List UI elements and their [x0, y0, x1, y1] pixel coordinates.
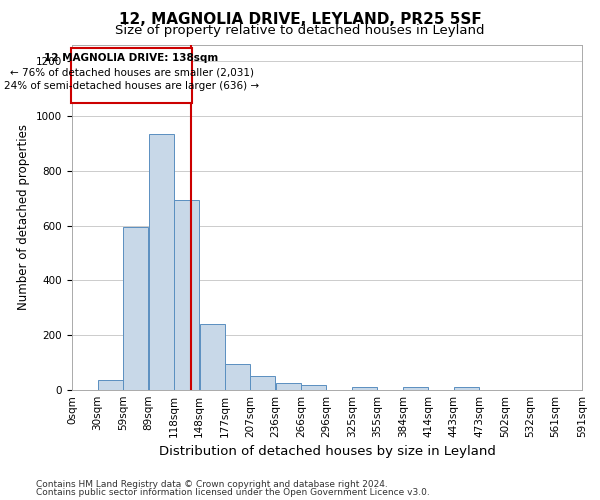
Text: 12, MAGNOLIA DRIVE, LEYLAND, PR25 5SF: 12, MAGNOLIA DRIVE, LEYLAND, PR25 5SF [119, 12, 481, 28]
Y-axis label: Number of detached properties: Number of detached properties [17, 124, 31, 310]
Bar [199, 324, 224, 390]
Bar [454, 388, 479, 390]
Text: 24% of semi-detached houses are larger (636) →: 24% of semi-detached houses are larger (… [4, 81, 259, 91]
Text: 12 MAGNOLIA DRIVE: 138sqm: 12 MAGNOLIA DRIVE: 138sqm [44, 53, 218, 63]
Bar [174, 200, 199, 390]
Text: ← 76% of detached houses are smaller (2,031): ← 76% of detached houses are smaller (2,… [10, 68, 254, 78]
Bar [225, 364, 250, 390]
Bar [71, 48, 192, 102]
Bar [276, 383, 301, 390]
Text: Contains HM Land Registry data © Crown copyright and database right 2024.: Contains HM Land Registry data © Crown c… [36, 480, 388, 489]
X-axis label: Distribution of detached houses by size in Leyland: Distribution of detached houses by size … [158, 446, 496, 458]
Bar [149, 134, 173, 390]
Bar [98, 380, 122, 390]
Bar [352, 388, 377, 390]
Bar [403, 388, 428, 390]
Text: Contains public sector information licensed under the Open Government Licence v3: Contains public sector information licen… [36, 488, 430, 497]
Bar [301, 385, 326, 390]
Text: Size of property relative to detached houses in Leyland: Size of property relative to detached ho… [115, 24, 485, 37]
Bar [250, 376, 275, 390]
Bar [123, 227, 148, 390]
